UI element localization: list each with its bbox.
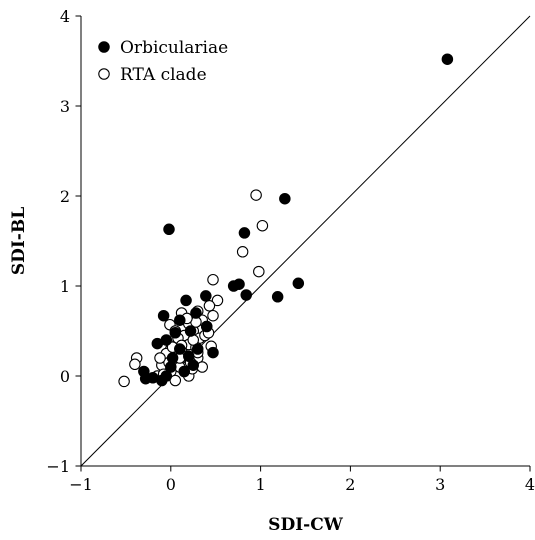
x-tick-label: −1: [69, 475, 93, 494]
data-point-orbiculariae: [207, 346, 219, 359]
data-point-rta-clade: [207, 273, 219, 286]
data-point-rta-clade: [256, 219, 269, 232]
x-tick-label: 1: [256, 475, 266, 494]
data-point-orbiculariae: [187, 359, 200, 371]
data-point-orbiculariae: [279, 192, 291, 205]
data-point-rta-clade: [169, 374, 182, 387]
data-point-orbiculariae: [160, 334, 173, 346]
legend: Orbiculariae RTA clade: [98, 38, 228, 85]
legend-label-orbiculariae: Orbiculariae: [120, 38, 228, 58]
y-tick-label: 1: [60, 277, 70, 296]
data-point-rta-clade: [253, 265, 265, 278]
y-tick-label: 3: [60, 97, 70, 116]
data-point-orbiculariae: [180, 294, 192, 307]
data-point-orbiculariae: [271, 291, 284, 303]
data-point-orbiculariae: [163, 223, 175, 236]
legend-label-rta-clade: RTA clade: [120, 65, 207, 85]
data-point-rta-clade: [203, 300, 216, 312]
data-point-rta-clade: [129, 358, 141, 371]
data-point-orbiculariae: [190, 307, 202, 319]
x-tick-label: 2: [345, 475, 355, 494]
x-tick-label: 4: [525, 475, 535, 494]
data-point-rta-clade: [118, 375, 130, 388]
data-point-orbiculariae: [169, 327, 182, 339]
y-tick-label: 4: [60, 7, 70, 26]
identity-line: [80, 15, 531, 467]
axes: −1 0 1 2 3 4 −1 0 1 2 3 4: [46, 7, 535, 494]
data-point-orbiculariae: [157, 309, 170, 322]
data-point-rta-clade: [236, 246, 249, 258]
data-point-rta-clade: [154, 352, 166, 364]
x-axis-title: SDI-CW: [268, 515, 344, 535]
x-tick-label: 0: [166, 475, 176, 494]
data-point-rta-clade: [211, 294, 224, 307]
data-point-orbiculariae: [238, 227, 251, 239]
data-point-rta-clade: [250, 189, 262, 201]
data-point-orbiculariae: [160, 370, 173, 382]
y-tick-label: −1: [46, 457, 70, 476]
legend-marker-orbiculariae: [98, 41, 110, 53]
series-orbiculariae: [138, 53, 454, 387]
x-tick-label: 3: [435, 475, 445, 494]
data-point-rta-clade: [207, 309, 219, 322]
data-point-orbiculariae: [183, 350, 195, 362]
data-point-orbiculariae: [292, 277, 305, 290]
data-point-orbiculariae: [174, 343, 186, 355]
y-tick-label: 0: [60, 367, 70, 386]
data-point-orbiculariae: [200, 320, 213, 333]
y-tick-label: 2: [60, 187, 70, 206]
data-point-orbiculariae: [166, 352, 179, 364]
data-point-orbiculariae: [174, 314, 186, 326]
y-axis-title: SDI-BL: [9, 207, 29, 275]
data-point-orbiculariae: [240, 289, 252, 301]
plot-area: [80, 15, 531, 467]
data-point-orbiculariae: [441, 53, 454, 65]
data-point-orbiculariae: [184, 325, 197, 337]
data-point-orbiculariae: [191, 343, 204, 355]
data-point-orbiculariae: [227, 280, 240, 292]
data-point-orbiculariae: [178, 365, 191, 378]
legend-marker-rta-clade: [98, 68, 110, 80]
data-point-orbiculariae: [200, 290, 212, 302]
